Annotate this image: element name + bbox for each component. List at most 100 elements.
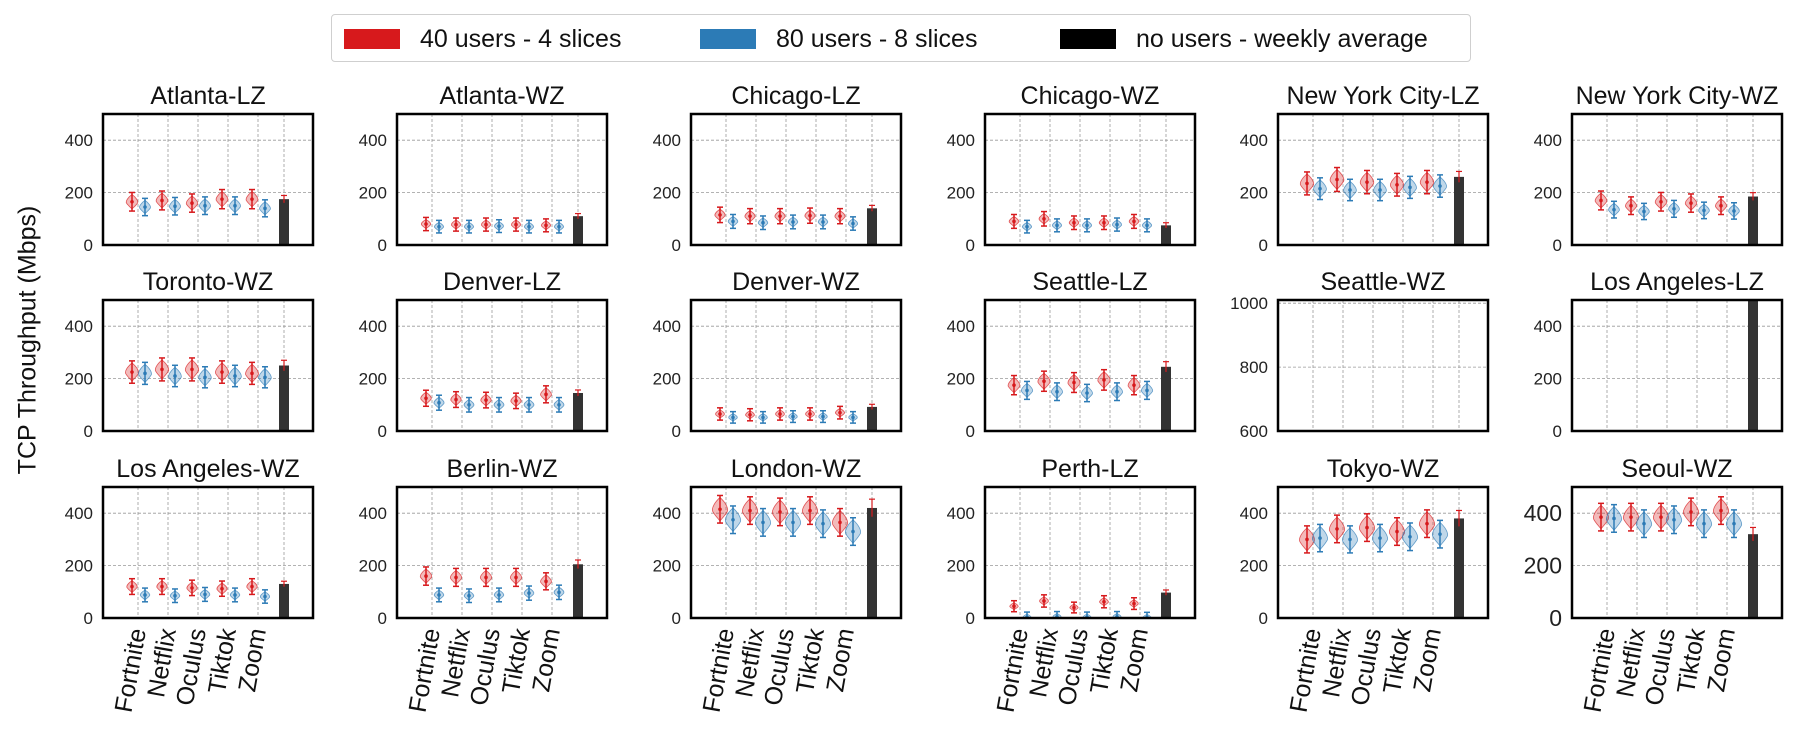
series-40-users-median-point xyxy=(748,508,752,513)
y-tick-label: 400 xyxy=(947,131,975,150)
subplot-title: Atlanta-LZ xyxy=(150,82,265,110)
plot-area xyxy=(715,403,877,431)
series-40-users-median-point xyxy=(190,201,194,205)
y-tick-label: 400 xyxy=(359,504,387,523)
subplot-denver-wz: Denver-WZ 0 200 400 xyxy=(653,268,903,441)
series-40-users-median-point xyxy=(1395,529,1399,534)
series-80-users-median-point xyxy=(1145,223,1149,228)
series-40-users-median-point xyxy=(484,398,488,402)
y-tick-label: 400 xyxy=(653,317,681,336)
series-40-users-median-point xyxy=(130,584,134,589)
weekly-average-bar xyxy=(1161,225,1171,245)
series-40-users-median-point xyxy=(1102,599,1106,604)
series-40-users-median-point xyxy=(748,412,752,417)
y-tick-label: 400 xyxy=(947,317,975,336)
series-40-users-median-point xyxy=(1132,383,1136,387)
subplot-title: Toronto-WZ xyxy=(143,268,274,296)
series-80-users-median-point xyxy=(497,224,501,228)
series-80-users-median-point xyxy=(1612,516,1616,521)
plot-frame xyxy=(101,298,315,433)
series-80-users-median-point xyxy=(1642,521,1646,526)
y-tick-label: 200 xyxy=(65,184,93,203)
plot-area xyxy=(1008,210,1171,245)
y-tick-label: 400 xyxy=(359,317,387,336)
series-80-users-median-point xyxy=(791,220,795,224)
series-80-users-median-point xyxy=(527,591,531,595)
y-tick-label: 0 xyxy=(378,422,387,441)
series-80-users-median-point xyxy=(1318,536,1322,540)
y-tick-label: 0 xyxy=(1259,236,1268,255)
series-80-users-median-point xyxy=(233,593,237,597)
subplot-title: Chicago-LZ xyxy=(731,82,860,110)
series-40-users-median-point xyxy=(1365,180,1369,184)
series-80-users-median-point xyxy=(203,203,207,208)
y-tick-label: 0 xyxy=(966,609,975,628)
y-tick-label: 400 xyxy=(1524,500,1562,526)
y-tick-label: 400 xyxy=(1240,504,1268,523)
series-40-users-median-point xyxy=(1719,203,1723,208)
series-80-users-median-point xyxy=(761,415,765,420)
y-tick-label: 200 xyxy=(947,370,975,389)
weekly-average-bar xyxy=(279,583,289,618)
series-80-users-median-point xyxy=(467,403,471,407)
series-40-users-median-point xyxy=(1102,378,1106,382)
weekly-average-bar xyxy=(1748,300,1758,431)
plot-frame xyxy=(983,485,1197,620)
series-40-users-median-point xyxy=(808,412,812,416)
series-80-users-median-point xyxy=(467,593,471,598)
plot-area xyxy=(420,212,583,245)
series-80-users-median-point xyxy=(1348,537,1352,542)
series-80-users-median-point xyxy=(263,375,267,380)
subplot-title: London-WZ xyxy=(731,455,862,483)
series-80-users-median-point xyxy=(203,592,207,597)
series-40-users-median-point xyxy=(1012,383,1016,387)
legend-item-40-users: 40 users - 4 slices xyxy=(344,25,621,53)
y-tick-label: 400 xyxy=(1534,317,1562,336)
weekly-average-bar xyxy=(1161,592,1171,618)
series-40-users-median-point xyxy=(514,399,518,403)
plot-area xyxy=(1007,361,1171,431)
legend-swatch-red xyxy=(344,29,400,49)
y-tick-label: 400 xyxy=(653,131,681,150)
series-80-users-median-point xyxy=(851,221,855,226)
series-80-users-median-point xyxy=(1145,388,1149,393)
weekly-average-bar xyxy=(573,564,583,618)
subplot-seoul-wz: Seoul-WZ0200400FortniteNetflixOculusTikt… xyxy=(1524,455,1784,715)
series-40-users-median-point xyxy=(220,586,224,591)
series-80-users-median-point xyxy=(527,224,531,229)
series-40-users-median-point xyxy=(838,410,842,415)
series-40-users-median-point xyxy=(190,367,194,372)
series-40-users-median-point xyxy=(1689,201,1693,205)
series-80-users-median-point xyxy=(791,520,795,525)
subplot-chicago-lz: Chicago-LZ 0 200 400 xyxy=(653,82,903,255)
plot-area xyxy=(1009,589,1171,618)
y-tick-label: 0 xyxy=(1259,609,1268,628)
plot-frame xyxy=(1570,112,1784,247)
plot-frame xyxy=(395,485,609,620)
weekly-average-bar xyxy=(279,365,289,431)
series-80-users-median-point xyxy=(233,374,237,378)
y-tick-label: 200 xyxy=(65,557,93,576)
subplot-title: Berlin-WZ xyxy=(446,455,557,483)
series-80-users-median-point xyxy=(467,224,471,229)
series-80-users-median-point xyxy=(1612,207,1616,212)
series-40-users-median-point xyxy=(1335,177,1339,182)
series-40-users-median-point xyxy=(130,199,134,204)
series-40-users-median-point xyxy=(1305,537,1309,542)
series-40-users-median-point xyxy=(250,584,254,589)
legend-item-80-users: 80 users - 8 slices xyxy=(700,25,977,53)
series-40-users-median-point xyxy=(484,222,488,227)
plot-area xyxy=(1748,300,1758,431)
series-80-users-median-point xyxy=(821,521,825,526)
series-80-users-median-point xyxy=(761,520,765,525)
series-80-users-median-point xyxy=(1408,185,1412,190)
series-40-users-median-point xyxy=(484,575,488,580)
series-80-users-median-point xyxy=(437,224,441,229)
series-40-users-median-point xyxy=(514,222,518,227)
legend-item-no-users: no users - weekly average xyxy=(1060,25,1428,53)
legend-label: no users - weekly average xyxy=(1136,24,1428,53)
weekly-average-bar xyxy=(1454,518,1464,618)
weekly-average-bar xyxy=(573,393,583,431)
y-tick-label: 200 xyxy=(1240,184,1268,203)
series-40-users-median-point xyxy=(1102,220,1106,225)
